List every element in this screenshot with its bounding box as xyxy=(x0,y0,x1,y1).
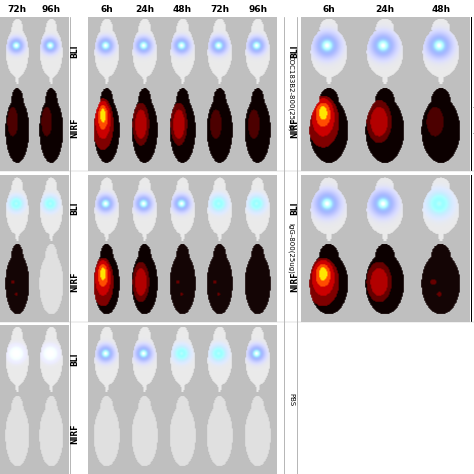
Text: BLI: BLI xyxy=(291,202,299,215)
Text: IgG-800(12.5ug): IgG-800(12.5ug) xyxy=(473,220,474,278)
Text: NIRF: NIRF xyxy=(71,423,79,444)
Text: 96h: 96h xyxy=(249,6,268,14)
Text: 48h: 48h xyxy=(432,6,451,14)
Text: PBS: PBS xyxy=(288,393,294,406)
Text: COC183B2-800(12.5ug): COC183B2-800(12.5ug) xyxy=(473,52,474,135)
Text: NIRF: NIRF xyxy=(291,272,299,292)
Text: 72h: 72h xyxy=(8,6,27,14)
Text: 24h: 24h xyxy=(375,6,395,14)
Text: BLI: BLI xyxy=(71,202,79,215)
Text: BLI: BLI xyxy=(71,44,79,58)
Text: COC183B2-800(25ug): COC183B2-800(25ug) xyxy=(288,55,294,132)
Text: 24h: 24h xyxy=(135,6,154,14)
Text: BLI: BLI xyxy=(291,44,299,58)
Text: NIRF: NIRF xyxy=(71,272,79,292)
Text: IgG-800(25ug): IgG-800(25ug) xyxy=(288,223,294,274)
Text: 6h: 6h xyxy=(323,6,336,14)
Text: NIRF: NIRF xyxy=(71,118,79,138)
Text: NIRF: NIRF xyxy=(291,118,299,138)
Text: 6h: 6h xyxy=(100,6,113,14)
Text: 72h: 72h xyxy=(211,6,230,14)
Text: 96h: 96h xyxy=(42,6,61,14)
Text: 48h: 48h xyxy=(173,6,192,14)
Text: BLI: BLI xyxy=(71,352,79,366)
